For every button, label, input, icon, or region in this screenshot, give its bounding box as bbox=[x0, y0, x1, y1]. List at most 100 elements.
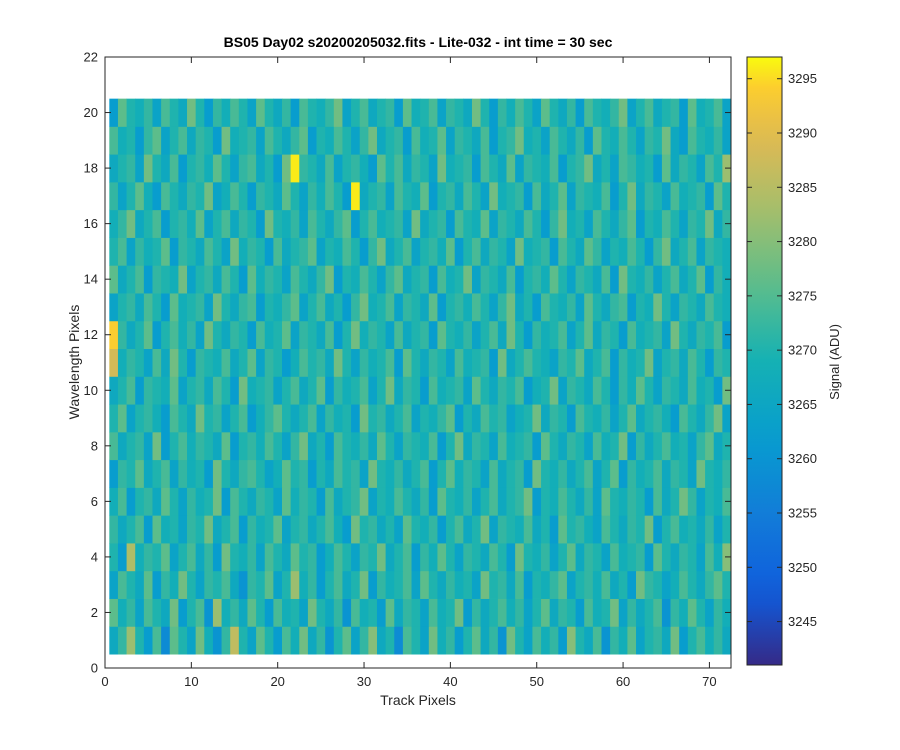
heatmap-cell bbox=[169, 515, 179, 544]
heatmap-cell bbox=[713, 237, 723, 266]
heatmap-cell bbox=[713, 487, 723, 516]
heatmap-cell bbox=[532, 459, 542, 488]
heatmap-cell bbox=[566, 265, 576, 294]
heatmap-cell bbox=[368, 431, 378, 461]
heatmap-cell bbox=[420, 404, 430, 433]
heatmap-cell bbox=[670, 237, 680, 266]
heatmap-cell bbox=[204, 265, 214, 294]
heatmap-cell bbox=[376, 126, 387, 155]
heatmap-cell bbox=[592, 320, 602, 350]
heatmap-cell bbox=[256, 98, 266, 127]
heatmap-cell bbox=[256, 487, 266, 516]
heatmap-cell bbox=[247, 209, 257, 238]
heatmap-cell bbox=[152, 543, 162, 572]
heatmap-cell bbox=[679, 543, 689, 572]
heatmap-cell bbox=[506, 515, 516, 544]
heatmap-cell bbox=[385, 348, 395, 377]
heatmap-cell bbox=[126, 126, 136, 155]
heatmap-cell bbox=[523, 154, 533, 183]
heatmap-cell bbox=[178, 98, 188, 127]
heatmap-cell bbox=[376, 515, 387, 544]
heatmap-cell bbox=[126, 320, 136, 350]
heatmap-cell bbox=[454, 515, 464, 544]
heatmap-cell bbox=[437, 181, 447, 211]
heatmap-cell bbox=[247, 459, 257, 488]
heatmap-cell bbox=[290, 265, 300, 294]
heatmap-cell bbox=[446, 598, 456, 627]
heatmap-cell bbox=[187, 487, 197, 516]
heatmap-cell bbox=[178, 431, 188, 461]
heatmap-cell bbox=[437, 376, 447, 405]
heatmap-cell bbox=[679, 598, 689, 627]
heatmap-cell bbox=[463, 348, 473, 377]
heatmap-cell bbox=[636, 98, 646, 127]
heatmap-cell bbox=[169, 181, 179, 211]
heatmap-cell bbox=[376, 265, 387, 294]
heatmap-cell bbox=[238, 515, 248, 544]
heatmap-cell bbox=[411, 154, 421, 183]
heatmap-cell bbox=[316, 209, 326, 238]
heatmap-cell bbox=[549, 181, 559, 211]
heatmap-cell bbox=[644, 570, 654, 599]
heatmap-cell bbox=[592, 154, 602, 183]
heatmap-cell bbox=[359, 543, 369, 572]
heatmap-cell bbox=[532, 543, 542, 572]
heatmap-cell bbox=[135, 598, 145, 627]
heatmap-cell bbox=[273, 459, 283, 488]
heatmap-cell bbox=[670, 431, 680, 461]
colorbar-tick-label: 3285 bbox=[788, 180, 817, 195]
heatmap-cell bbox=[705, 348, 715, 377]
heatmap-cell bbox=[238, 404, 248, 433]
colorbar-tick-label: 3250 bbox=[788, 560, 817, 575]
heatmap-cell bbox=[117, 459, 127, 488]
heatmap-cell bbox=[273, 404, 283, 433]
heatmap-cell bbox=[722, 126, 732, 155]
heatmap-cell bbox=[342, 515, 352, 544]
heatmap-cell bbox=[541, 98, 551, 127]
heatmap-cell bbox=[221, 459, 231, 488]
heatmap-cell bbox=[238, 348, 248, 377]
heatmap-cell bbox=[687, 543, 697, 572]
heatmap-cell bbox=[541, 126, 551, 155]
heatmap-cell bbox=[523, 570, 533, 599]
heatmap-cell bbox=[437, 515, 447, 544]
heatmap-cell bbox=[161, 570, 171, 599]
heatmap-cell bbox=[161, 515, 171, 544]
heatmap-cell bbox=[307, 570, 317, 599]
heatmap-cell bbox=[446, 154, 456, 183]
heatmap-cell bbox=[325, 543, 335, 572]
heatmap-cell bbox=[670, 265, 680, 294]
heatmap-cell bbox=[471, 376, 481, 405]
heatmap-cell bbox=[402, 98, 412, 127]
heatmap-cell bbox=[402, 459, 412, 488]
heatmap-cell bbox=[282, 181, 292, 211]
heatmap-cell bbox=[437, 293, 447, 322]
heatmap-cell bbox=[497, 487, 507, 516]
heatmap-cell bbox=[333, 570, 343, 599]
heatmap-cell bbox=[627, 404, 637, 433]
heatmap-cell bbox=[463, 570, 473, 599]
heatmap-cell bbox=[333, 209, 343, 238]
heatmap-cell bbox=[471, 265, 481, 294]
heatmap-cell bbox=[644, 404, 654, 433]
heatmap-cell bbox=[627, 98, 637, 127]
heatmap-cell bbox=[247, 487, 257, 516]
heatmap-cell bbox=[532, 376, 542, 405]
heatmap-cell bbox=[653, 265, 663, 294]
heatmap-cell bbox=[359, 237, 369, 266]
heatmap-cell bbox=[342, 598, 352, 627]
heatmap-cell bbox=[480, 348, 490, 377]
heatmap-cell bbox=[333, 626, 343, 655]
heatmap-cell bbox=[290, 570, 300, 599]
heatmap-cell bbox=[446, 543, 456, 572]
heatmap-cell bbox=[152, 265, 162, 294]
heatmap-cell bbox=[489, 570, 499, 599]
heatmap-cell bbox=[290, 237, 300, 266]
heatmap-cell bbox=[670, 98, 680, 127]
heatmap-cell bbox=[575, 515, 585, 544]
heatmap-cell bbox=[307, 98, 317, 127]
heatmap-cell bbox=[152, 293, 162, 322]
heatmap-cell bbox=[515, 543, 525, 572]
heatmap-cell bbox=[411, 181, 421, 211]
heatmap-cell bbox=[420, 543, 430, 572]
